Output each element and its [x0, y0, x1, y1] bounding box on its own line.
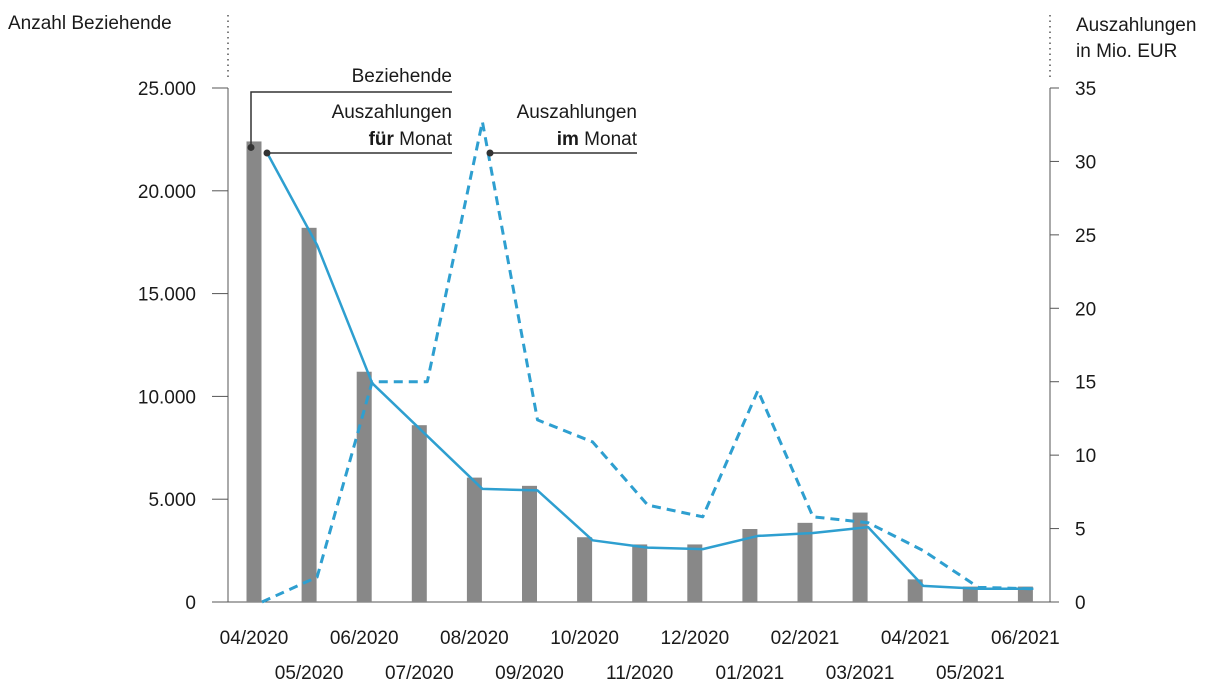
marker-beziehende	[247, 143, 255, 151]
legend-label-im-line2: im Monat	[557, 129, 638, 150]
left-axis-tick-label: 25.000	[138, 79, 196, 100]
bar-beziehende	[301, 227, 317, 603]
x-axis-tick-label: 09/2020	[495, 663, 564, 683]
x-axis-tick-label: 06/2021	[991, 628, 1060, 649]
x-axis-tick-label: 03/2021	[826, 663, 895, 683]
bar-beziehende	[797, 522, 813, 602]
right-axis-title-line-1: Auszahlungen	[1076, 15, 1197, 36]
marker-auszahlungen-fuer-monat	[263, 149, 271, 157]
legend-label-im-line1: Auszahlungen	[517, 102, 637, 123]
tick-labels: 0 5.000 10.000 15.000 20.000 25.000 0 5 10 15 20 25…	[138, 79, 1096, 683]
x-axis-tick-label: 12/2020	[660, 628, 729, 649]
right-axis-title-line-2: in Mio. EUR	[1076, 41, 1178, 62]
bar-beziehende	[852, 512, 868, 602]
x-axis-tick-label: 07/2020	[385, 663, 454, 683]
bar-beziehende	[742, 529, 758, 602]
right-axis-tick-label: 5	[1075, 520, 1086, 541]
x-axis-tick-label: 05/2021	[936, 663, 1005, 683]
bar-beziehende	[1017, 586, 1033, 602]
left-axis-title: Anzahl Beziehende	[8, 13, 172, 34]
bar-beziehende	[411, 425, 427, 602]
marker-auszahlungen-im-monat	[486, 149, 494, 157]
x-axis-tick-label: 11/2020	[606, 663, 673, 683]
x-axis-tick-label: 05/2020	[275, 663, 344, 683]
right-axis-tick-label: 30	[1075, 152, 1096, 173]
legend-label-fuer-line1: Auszahlungen	[332, 102, 452, 123]
legend-label-beziehende: Beziehende	[352, 66, 452, 87]
legend-label-fuer-line2: für Monat	[369, 129, 453, 150]
right-axis-tick-label: 35	[1075, 79, 1096, 100]
bar-beziehende	[577, 537, 593, 602]
right-axis-tick-label: 15	[1075, 373, 1096, 394]
left-axis-tick-label: 15.000	[138, 285, 196, 306]
left-axis-tick-label: 10.000	[138, 387, 196, 408]
bar-beziehende	[907, 579, 923, 602]
line-auszahlungen-fuer-monat	[265, 152, 1034, 591]
line-series	[261, 120, 1034, 604]
x-axis-tick-label: 04/2021	[881, 628, 950, 649]
bar-beziehende	[522, 485, 537, 602]
bar-beziehende	[632, 544, 648, 602]
x-axis-tick-label: 02/2021	[771, 628, 840, 649]
x-axis-tick-label: 04/2020	[220, 628, 289, 649]
right-axis-tick-label: 20	[1075, 299, 1096, 320]
line-auszahlungen-im-monat	[261, 120, 1034, 604]
bar-beziehende	[962, 586, 978, 602]
bar-beziehende	[356, 371, 372, 602]
right-axis-tick-label: 10	[1075, 446, 1096, 467]
right-axis-tick-label: 25	[1075, 226, 1096, 247]
leader-beziehende	[250, 91, 452, 146]
x-axis-tick-label: 10/2020	[550, 628, 619, 649]
right-axis-tick-label: 0	[1075, 593, 1086, 614]
bar-beziehende	[246, 141, 262, 602]
left-axis-tick-label: 5.000	[148, 490, 196, 511]
right-axis-title: Auszahlungen in Mio. EUR	[1076, 13, 1196, 65]
x-axis-tick-label: 06/2020	[330, 628, 399, 649]
x-axis-tick-label: 08/2020	[440, 628, 509, 649]
bar-series	[246, 141, 1033, 603]
left-axis-tick-label: 20.000	[138, 182, 196, 203]
bar-beziehende	[466, 477, 482, 602]
legend: Beziehende Auszahlungen für Monat Auszahlun…	[247, 66, 638, 157]
bar-beziehende	[687, 544, 703, 602]
x-axis-tick-label: 01/2021	[716, 663, 785, 683]
left-axis-tick-label: 0	[185, 593, 196, 614]
